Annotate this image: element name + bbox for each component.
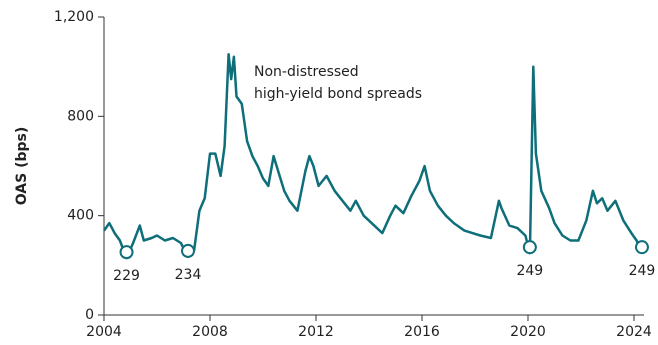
marker bbox=[119, 245, 134, 260]
x-tick-label: 2008 bbox=[192, 324, 228, 340]
marker bbox=[522, 240, 537, 255]
x-tick-label: 2004 bbox=[86, 324, 122, 340]
marker-label: 229 bbox=[113, 268, 140, 284]
series-line bbox=[102, 53, 644, 260]
y-tick-label: 800 bbox=[67, 108, 94, 124]
annotation: Non-distressed bbox=[254, 64, 359, 80]
x-tick-label: 2016 bbox=[404, 324, 440, 340]
y-tick-label: 1,200 bbox=[54, 9, 94, 25]
marker-label: 234 bbox=[175, 267, 202, 283]
y-tick-label: 0 bbox=[85, 307, 94, 323]
marker bbox=[634, 240, 649, 255]
marker-label: 249 bbox=[516, 263, 543, 279]
annotation: high-yield bond spreads bbox=[254, 86, 422, 102]
x-tick-label: 2024 bbox=[616, 324, 652, 340]
y-axis-label: OAS (bps) bbox=[14, 127, 30, 206]
y-tick-label: 400 bbox=[67, 208, 94, 224]
x-tick-label: 2012 bbox=[298, 324, 334, 340]
marker-label: 249 bbox=[629, 263, 656, 279]
x-tick-label: 2020 bbox=[510, 324, 546, 340]
marker bbox=[181, 243, 196, 258]
